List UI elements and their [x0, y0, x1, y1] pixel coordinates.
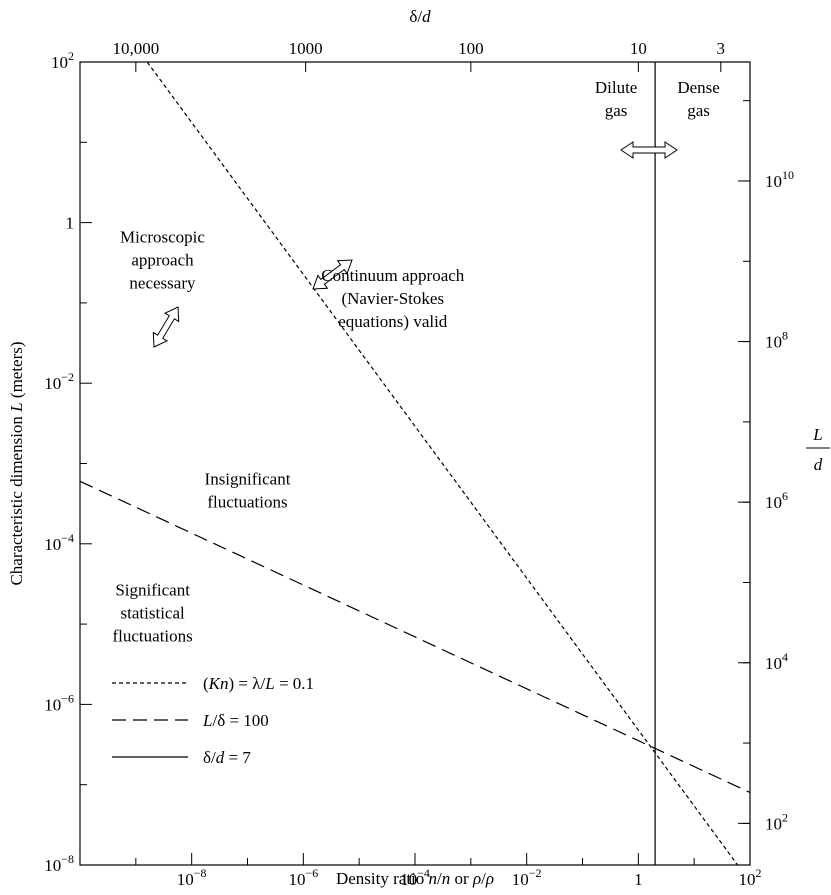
- top-tick-label: 10,000: [112, 39, 159, 58]
- right-axis-title-denominator: d: [814, 455, 823, 474]
- double-arrow-icon: [312, 259, 353, 290]
- x-tick-label: 10−8: [177, 866, 207, 889]
- right-tick-label: 106: [765, 489, 788, 512]
- annotation-text: fluctuations: [207, 492, 287, 511]
- annotation-text: (Navier-Stokes: [341, 289, 444, 308]
- top-tick-label: 3: [717, 39, 726, 58]
- top-tick-label: 100: [458, 39, 484, 58]
- double-arrow-icon: [620, 141, 678, 159]
- x-tick-label: 10−6: [288, 866, 318, 889]
- annotation-text: Dilute: [595, 78, 638, 97]
- y-tick-label: 10−8: [44, 852, 74, 875]
- annotation-text: necessary: [129, 274, 196, 293]
- right-tick-label: 1010: [765, 168, 794, 191]
- x-tick-label: 10−2: [512, 866, 542, 889]
- annotation-text: Significant: [115, 581, 190, 600]
- annotation-text: Dense: [677, 78, 719, 97]
- annotation-text: fluctuations: [113, 627, 193, 646]
- annotation-text: Continuum approach: [321, 266, 465, 285]
- top-tick-label: 1000: [289, 39, 323, 58]
- x-tick-label: 1: [634, 870, 643, 889]
- annotation-text: equations) valid: [338, 312, 448, 331]
- right-tick-label: 102: [765, 810, 788, 833]
- y-tick-label: 1: [66, 214, 75, 233]
- right-tick-label: 108: [765, 329, 788, 352]
- y-tick-label: 102: [51, 49, 74, 72]
- x-tick-label: 10−4: [400, 866, 430, 889]
- y-axis-title: Characteristic dimension L (meters): [7, 341, 26, 585]
- annotation-text: gas: [687, 101, 710, 120]
- x-axis-title: Density ratio n/n or ρ/ρ: [336, 869, 494, 888]
- annotation-text: Insignificant: [205, 469, 291, 488]
- top-tick-label: 10: [630, 39, 647, 58]
- y-tick-label: 10−4: [44, 531, 74, 554]
- legend-label: L/δ = 100: [202, 711, 269, 730]
- series-line-dashed: [80, 480, 750, 794]
- annotation-text: statistical: [121, 604, 185, 623]
- double-arrow-icon: [152, 306, 180, 348]
- annotation-text: gas: [605, 101, 628, 120]
- legend-label: δ/d = 7: [203, 748, 251, 767]
- series-line-dotted: [146, 62, 739, 865]
- x-tick-label: 102: [739, 866, 762, 889]
- right-tick-label: 104: [765, 650, 788, 673]
- legend-label: (Kn) = λ/L = 0.1: [203, 674, 314, 693]
- top-axis-title: δ/d: [409, 7, 431, 26]
- y-tick-label: 10−2: [44, 370, 74, 393]
- annotation-text: approach: [131, 251, 194, 270]
- annotation-text: Microscopic: [120, 228, 205, 247]
- right-axis-title-numerator: L: [812, 425, 822, 444]
- y-tick-label: 10−6: [44, 691, 74, 714]
